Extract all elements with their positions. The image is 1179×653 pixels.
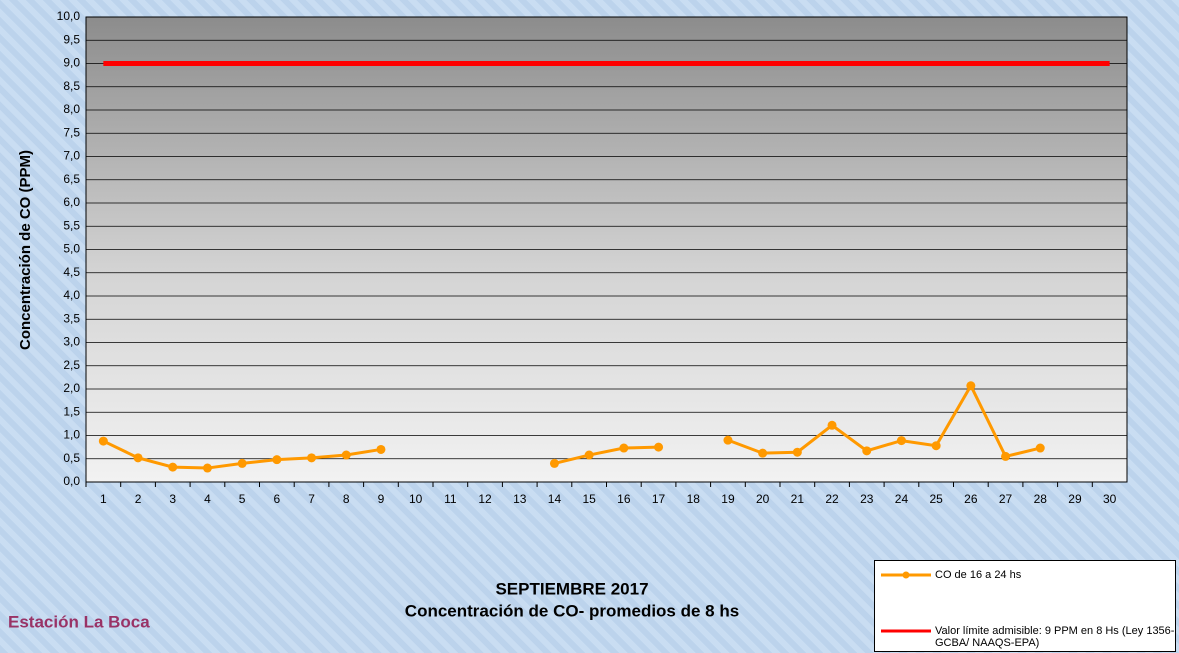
data-point bbox=[99, 437, 108, 446]
x-tick-label: 23 bbox=[860, 492, 874, 506]
legend-entry: Valor límite admisible: 9 PPM en 8 Hs (L… bbox=[881, 625, 1175, 649]
x-tick-label: 27 bbox=[999, 492, 1013, 506]
x-tick-label: 6 bbox=[274, 492, 281, 506]
x-tick-label: 5 bbox=[239, 492, 246, 506]
data-point bbox=[307, 453, 316, 462]
y-tick-label: 7,5 bbox=[63, 125, 80, 139]
x-tick-label: 20 bbox=[756, 492, 770, 506]
x-tick-label: 30 bbox=[1103, 492, 1117, 506]
legend-swatch bbox=[881, 625, 931, 637]
data-point bbox=[723, 436, 732, 445]
station-label: Estación La Boca bbox=[8, 612, 150, 631]
data-point bbox=[585, 451, 594, 460]
data-point bbox=[342, 451, 351, 460]
data-point bbox=[203, 464, 212, 473]
x-tick-label: 2 bbox=[135, 492, 142, 506]
x-tick-label: 21 bbox=[791, 492, 805, 506]
y-tick-label: 6,0 bbox=[63, 195, 80, 209]
legend-label: Valor límite admisible: 9 PPM en 8 Hs (L… bbox=[935, 625, 1175, 649]
page: Concentración de CO (PPM) SEPTIEMBRE 201… bbox=[0, 0, 1179, 653]
x-tick-label: 9 bbox=[378, 492, 385, 506]
chart-title: SEPTIEMBRE 2017 bbox=[495, 579, 648, 598]
y-tick-label: 1,5 bbox=[63, 404, 80, 418]
y-tick-label: 5,5 bbox=[63, 218, 80, 232]
x-tick-label: 25 bbox=[929, 492, 943, 506]
y-tick-label: 9,5 bbox=[63, 32, 80, 46]
x-tick-label: 22 bbox=[825, 492, 839, 506]
legend: CO de 16 a 24 hs Valor límite admisible:… bbox=[874, 560, 1176, 652]
data-point bbox=[932, 441, 941, 450]
data-point bbox=[168, 463, 177, 472]
y-tick-label: 9,0 bbox=[63, 56, 80, 70]
data-point bbox=[862, 446, 871, 455]
data-point bbox=[619, 444, 628, 453]
y-tick-label: 3,5 bbox=[63, 311, 80, 325]
x-tick-label: 24 bbox=[895, 492, 909, 506]
x-tick-label: 1 bbox=[100, 492, 107, 506]
y-tick-label: 3,0 bbox=[63, 335, 80, 349]
y-tick-label: 8,0 bbox=[63, 102, 80, 116]
x-tick-label: 3 bbox=[169, 492, 176, 506]
x-tick-label: 16 bbox=[617, 492, 631, 506]
legend-swatch bbox=[881, 569, 931, 581]
data-point bbox=[828, 421, 837, 430]
y-tick-label: 4,5 bbox=[63, 265, 80, 279]
y-tick-label: 8,5 bbox=[63, 79, 80, 93]
data-point bbox=[550, 459, 559, 468]
x-tick-label: 4 bbox=[204, 492, 211, 506]
chart-subtitle: Concentración de CO- promedios de 8 hs bbox=[405, 601, 739, 620]
x-tick-label: 7 bbox=[308, 492, 315, 506]
y-axis-title: Concentración de CO (PPM) bbox=[17, 150, 34, 350]
y-tick-label: 4,0 bbox=[63, 288, 80, 302]
legend-label: CO de 16 a 24 hs bbox=[935, 569, 1175, 581]
data-point bbox=[272, 455, 281, 464]
x-tick-label: 18 bbox=[687, 492, 701, 506]
data-point bbox=[793, 448, 802, 457]
data-point bbox=[897, 436, 906, 445]
x-tick-label: 29 bbox=[1068, 492, 1082, 506]
data-point bbox=[238, 459, 247, 468]
y-tick-label: 10,0 bbox=[57, 9, 81, 23]
data-point bbox=[758, 449, 767, 458]
y-tick-label: 5,0 bbox=[63, 242, 80, 256]
data-point bbox=[1001, 452, 1010, 461]
x-tick-label: 13 bbox=[513, 492, 527, 506]
y-tick-label: 6,5 bbox=[63, 172, 80, 186]
data-point bbox=[134, 453, 143, 462]
y-tick-label: 2,0 bbox=[63, 381, 80, 395]
y-tick-label: 0,0 bbox=[63, 474, 80, 488]
x-tick-label: 12 bbox=[478, 492, 492, 506]
y-tick-label: 1,0 bbox=[63, 428, 80, 442]
data-point bbox=[654, 443, 663, 452]
data-point bbox=[1036, 444, 1045, 453]
x-tick-label: 28 bbox=[1034, 492, 1048, 506]
x-tick-label: 15 bbox=[582, 492, 596, 506]
y-tick-label: 0,5 bbox=[63, 451, 80, 465]
y-tick-label: 7,0 bbox=[63, 149, 80, 163]
chart: Concentración de CO (PPM) SEPTIEMBRE 201… bbox=[0, 0, 1179, 653]
legend-entry: CO de 16 a 24 hs bbox=[881, 569, 1175, 581]
x-tick-label: 19 bbox=[721, 492, 735, 506]
x-tick-label: 11 bbox=[444, 492, 457, 506]
x-tick-label: 14 bbox=[548, 492, 562, 506]
y-tick-label: 2,5 bbox=[63, 358, 80, 372]
x-tick-label: 10 bbox=[409, 492, 423, 506]
data-point bbox=[376, 445, 385, 454]
x-tick-label: 17 bbox=[652, 492, 666, 506]
data-point bbox=[966, 381, 975, 390]
x-tick-label: 8 bbox=[343, 492, 350, 506]
x-tick-label: 26 bbox=[964, 492, 978, 506]
